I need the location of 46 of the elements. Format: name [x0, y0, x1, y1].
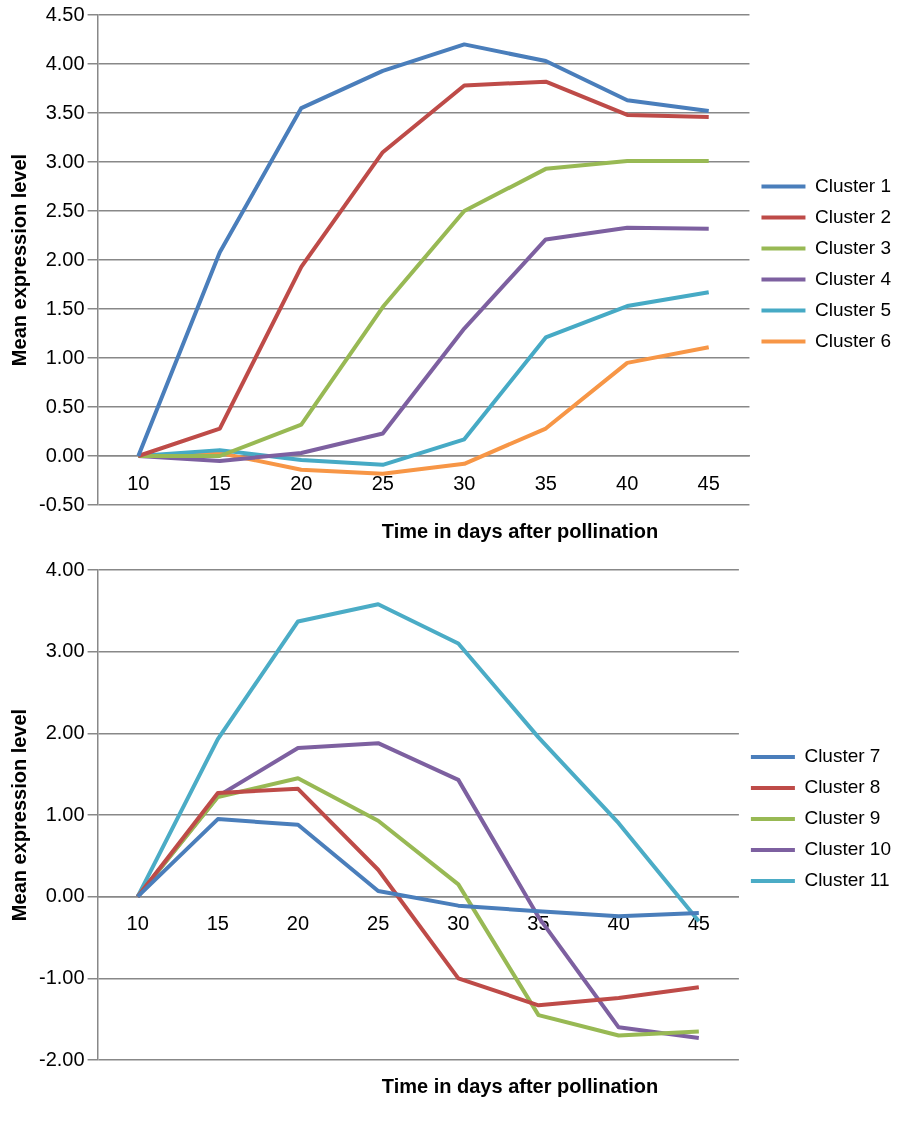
- y-axis-title: Mean expression level: [7, 708, 30, 922]
- y-tick-label: 4.50: [45, 2, 85, 25]
- x-tick-label: 45: [697, 471, 720, 494]
- x-tick-label: 10: [126, 912, 149, 935]
- y-tick-label: 4.00: [45, 51, 85, 74]
- x-tick-label: 20: [290, 471, 313, 494]
- x-tick-label: 20: [286, 912, 310, 935]
- x-tick-label: 35: [534, 471, 557, 494]
- y-axis-title: Mean expression level: [7, 153, 30, 367]
- y-tick-label: 0.50: [45, 394, 85, 417]
- x-tick-label: 25: [367, 912, 390, 935]
- legend-label: Cluster 11: [804, 869, 890, 891]
- y-tick-label: -1.00: [38, 965, 85, 988]
- y-tick-label: 1.00: [45, 345, 85, 368]
- y-tick-label: 2.00: [45, 720, 85, 743]
- y-tick-label: -0.50: [38, 492, 85, 515]
- x-tick-label: 15: [208, 471, 231, 494]
- y-tick-label: 3.00: [45, 149, 85, 172]
- x-axis-title: Time in days after pollination: [380, 1075, 660, 1098]
- legend-label: Cluster 9: [804, 807, 881, 829]
- x-tick-label: 15: [206, 912, 229, 935]
- legend-label: Cluster 6: [814, 329, 891, 351]
- x-tick-label: 40: [616, 471, 639, 494]
- y-tick-label: 1.00: [45, 802, 85, 825]
- y-tick-label: 0.00: [45, 884, 85, 907]
- x-tick-label: 25: [371, 471, 394, 494]
- x-tick-label: 30: [447, 912, 470, 935]
- y-tick-label: 2.00: [45, 247, 85, 270]
- x-tick-label: 10: [127, 471, 150, 494]
- x-axis-title: Time in days after pollination: [380, 520, 660, 543]
- legend-label: Cluster 7: [804, 745, 881, 767]
- legend-label: Cluster 5: [814, 298, 891, 320]
- legend-label: Cluster 8: [804, 776, 881, 798]
- y-tick-label: 3.00: [45, 639, 85, 662]
- y-tick-label: -2.00: [38, 1047, 85, 1070]
- y-tick-label: 3.50: [45, 100, 85, 123]
- legend-label: Cluster 4: [814, 267, 892, 289]
- legend-label: Cluster 1: [814, 174, 891, 196]
- y-tick-label: 4.00: [45, 557, 85, 580]
- legend-label: Cluster 10: [804, 838, 892, 860]
- y-tick-label: 0.00: [45, 443, 85, 466]
- y-tick-label: 2.50: [45, 198, 85, 221]
- y-tick-label: 1.50: [45, 296, 85, 319]
- legend-label: Cluster 2: [814, 205, 891, 227]
- x-tick-label: 30: [453, 471, 476, 494]
- legend-label: Cluster 3: [814, 236, 891, 258]
